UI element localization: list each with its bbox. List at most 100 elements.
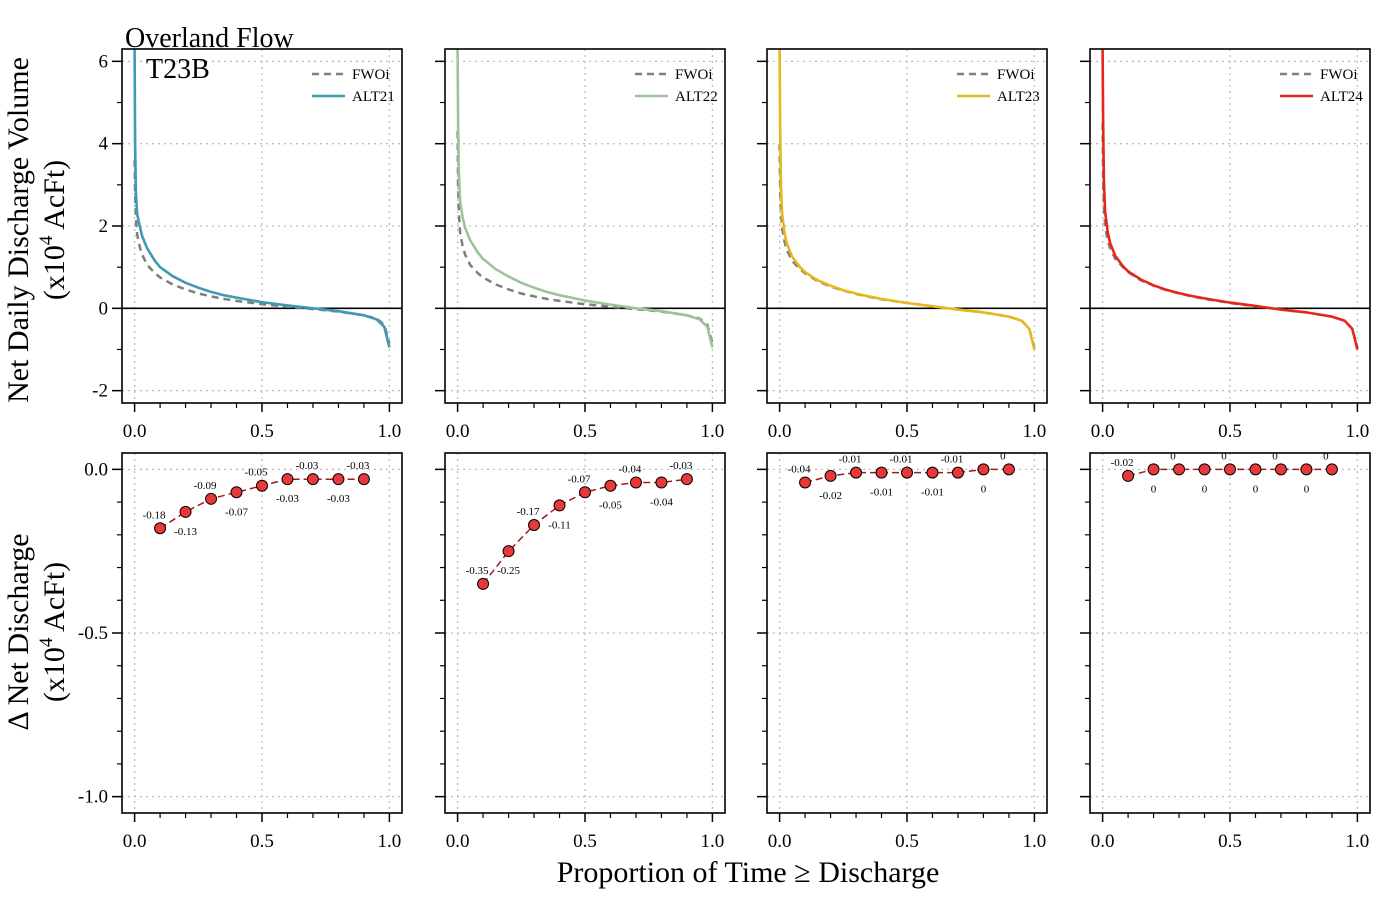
x-tick-label: 0.5	[250, 421, 274, 442]
data-label: -0.03	[327, 493, 350, 505]
x-tick-label: 1.0	[1346, 831, 1370, 852]
y-tick-label: -0.5	[78, 623, 108, 644]
data-label: 0	[981, 483, 987, 495]
x-tick-label: 1.0	[701, 421, 725, 442]
y-tick-label: 2	[99, 216, 109, 237]
data-label: 0	[1323, 450, 1329, 462]
data-point	[306, 473, 319, 486]
data-point	[655, 476, 668, 489]
data-label: -0.02	[819, 490, 842, 502]
data-point	[154, 522, 167, 535]
bottom-y-axis-label-post: AcFt)	[38, 562, 71, 638]
data-point	[1147, 463, 1160, 476]
data-point	[1274, 463, 1287, 476]
legend-label-alt21: ALT21	[352, 89, 395, 105]
data-label: -0.35	[466, 565, 489, 577]
data-point	[357, 473, 370, 486]
y-tick-label: 0	[99, 298, 109, 319]
data-point	[850, 466, 863, 479]
data-point	[1325, 463, 1338, 476]
data-point	[680, 473, 693, 486]
data-label: -0.03	[295, 460, 318, 472]
x-tick-label: 1.0	[1023, 831, 1047, 852]
data-point	[528, 519, 541, 531]
x-tick-label: 0.5	[573, 831, 597, 852]
data-label: -0.03	[276, 493, 299, 505]
data-point	[179, 505, 192, 518]
data-point	[901, 466, 913, 479]
data-point	[951, 466, 964, 479]
data-label: -0.01	[940, 454, 963, 466]
x-tick-label: 0.0	[768, 421, 792, 442]
y-tick-label: 4	[99, 134, 109, 155]
data-label: -0.04	[788, 463, 811, 475]
x-tick-label: 0.0	[1091, 831, 1115, 852]
figure-title-line2: T23B	[146, 54, 210, 85]
data-label: -0.01	[921, 487, 944, 499]
data-label: 0	[1170, 450, 1176, 462]
data-label: -0.04	[618, 463, 641, 475]
data-point	[1249, 463, 1262, 476]
data-point	[799, 476, 812, 489]
x-tick-label: 0.0	[768, 831, 792, 852]
series-line-alt24	[1101, 48, 1359, 350]
x-tick-label: 0.5	[895, 421, 919, 442]
x-tick-label: 0.0	[123, 421, 147, 442]
bottom-y-axis-label-line1: Δ Net Discharge	[2, 533, 35, 730]
x-tick-label: 0.5	[1218, 831, 1242, 852]
bottom-y-axis-label-sup: 4	[36, 637, 57, 647]
x-tick-label: 0.0	[1091, 421, 1115, 442]
data-point	[281, 473, 294, 486]
series-line-alt23	[778, 48, 1036, 350]
series-line-fwoi	[456, 131, 714, 344]
data-label: -0.25	[497, 565, 520, 577]
data-label: -0.17	[517, 506, 540, 518]
data-label: -0.05	[599, 500, 622, 512]
panel-top-4: FWOi ALT24 0.0 0.5 1.0	[1080, 48, 1371, 442]
y-tick-label: -1.0	[78, 787, 108, 808]
data-point	[205, 492, 218, 505]
data-label: -0.11	[548, 519, 571, 531]
top-y-axis-label-sup: 4	[36, 235, 57, 245]
top-y-axis-label-line1: Net Daily Discharge Volume	[2, 57, 35, 403]
panel-top-1: FWOi ALT21 0.0 0.5 1.0 -2 0 2 4 6	[92, 48, 403, 442]
data-point	[579, 486, 591, 499]
data-label: -0.01	[870, 487, 893, 499]
data-point	[875, 466, 888, 479]
bottom-y-axis-label: Δ Net Discharge (x104 AcFt)	[2, 533, 71, 730]
data-label: 0	[1253, 483, 1259, 495]
y-tick-label: -2	[92, 381, 108, 402]
data-label: -0.01	[890, 454, 913, 466]
x-tick-label: 1.0	[701, 831, 725, 852]
data-point	[1173, 463, 1186, 476]
top-y-axis-label: Net Daily Discharge Volume (x104 AcFt)	[2, 57, 71, 403]
data-label: 0	[1000, 450, 1006, 462]
panel-top-2: FWOi ALT22 0.0 0.5 1.0	[435, 48, 726, 442]
data-label: -0.02	[1111, 457, 1134, 469]
data-point	[926, 466, 939, 479]
top-y-axis-label-line2: (x104 AcFt)	[36, 160, 71, 300]
panel-bottom-3: -0.04 -0.02 -0.01 -0.01 -0.01 -0.01 -0.01 0 0 0.0…	[757, 450, 1048, 852]
series-line-alt21	[133, 48, 391, 348]
data-label: -0.01	[839, 454, 862, 466]
data-label: -0.18	[143, 509, 166, 521]
legend-label-fwoi: FWOi	[352, 67, 390, 83]
legend-label-fwoi: FWOi	[997, 67, 1035, 83]
x-axis-label: Proportion of Time ≥ Discharge	[557, 856, 940, 889]
x-tick-label: 0.5	[250, 831, 274, 852]
figure-title-line1: Overland Flow	[125, 23, 295, 54]
data-point	[502, 545, 515, 558]
data-point	[977, 463, 990, 476]
x-tick-label: 0.5	[573, 421, 597, 442]
data-label: 0	[1221, 450, 1227, 462]
legend-label-fwoi: FWOi	[675, 67, 713, 83]
data-point	[477, 577, 490, 590]
data-label: -0.03	[669, 460, 692, 472]
x-tick-label: 1.0	[378, 831, 402, 852]
data-point	[230, 486, 243, 499]
data-point	[332, 473, 345, 486]
top-y-axis-label-pre: (x10	[38, 245, 71, 300]
panel-bottom-2: -0.35 -0.25 -0.17 -0.11 -0.07 -0.05 -0.04 -0.04…	[435, 452, 726, 852]
data-label: -0.09	[194, 480, 217, 492]
